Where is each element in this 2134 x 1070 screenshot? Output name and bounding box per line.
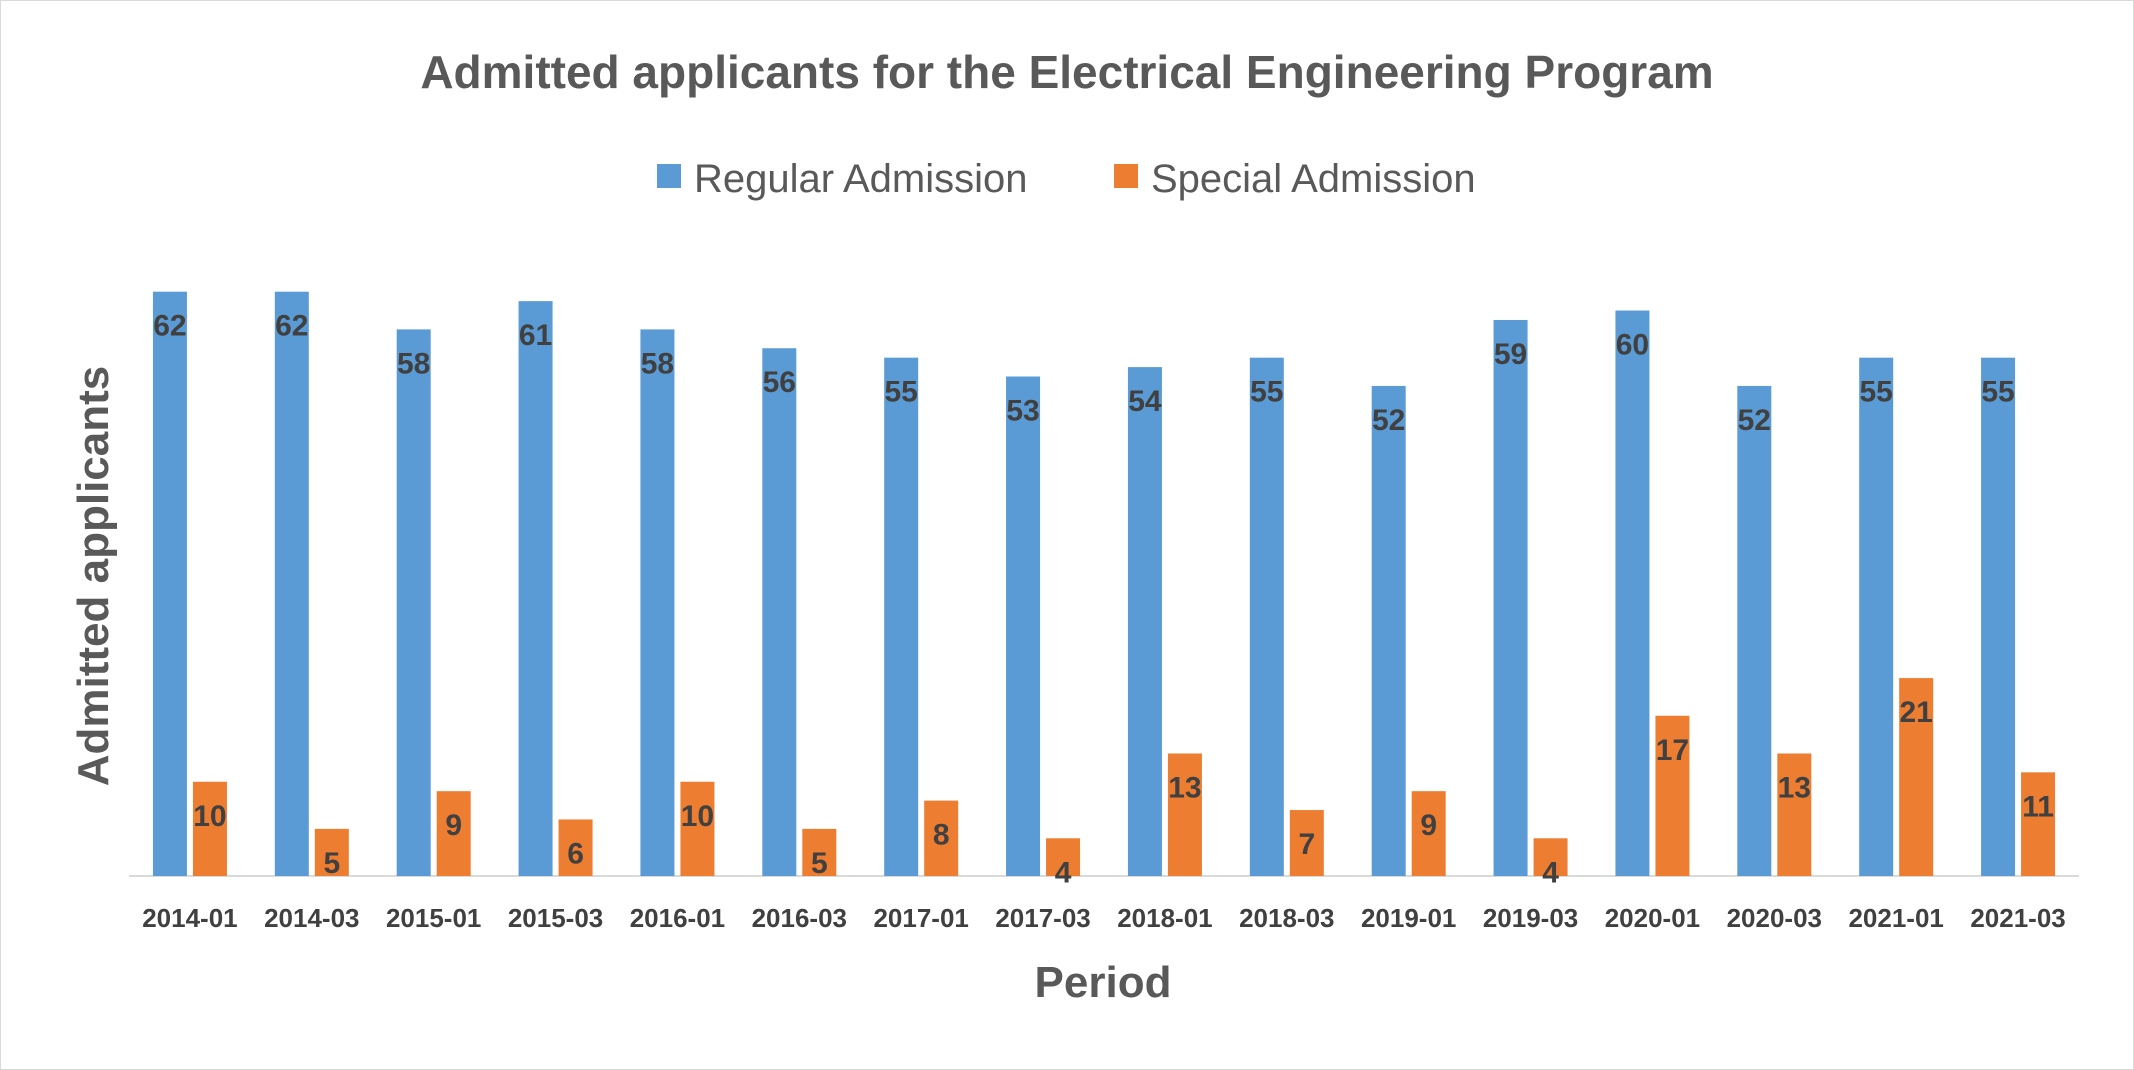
data-label-regular-admission-2019-03: 59 (1494, 338, 1527, 371)
x-tick-label-2018-03: 2018-03 (1239, 903, 1334, 933)
data-label-regular-admission-2020-03: 52 (1738, 404, 1771, 437)
data-label-special-admission-2016-03: 5 (811, 847, 828, 880)
bar-regular-admission-2014-03 (274, 291, 309, 876)
data-label-regular-admission-2016-01: 58 (641, 347, 674, 380)
bar-special-admission-2014-01 (192, 781, 227, 876)
data-label-special-admission-2019-01: 9 (1420, 809, 1437, 842)
bar-regular-admission-2016-03 (762, 348, 797, 876)
legend-swatch-regular-admission (657, 164, 681, 188)
bar-regular-admission-2021-03 (1981, 357, 2016, 877)
bar-special-admission-2021-01 (1899, 678, 1934, 876)
legend-label-special-admission: Special Admission (1151, 157, 1476, 201)
bar-special-admission-2019-03 (1533, 838, 1568, 876)
x-tick-label-2018-01: 2018-01 (1117, 903, 1212, 933)
x-axis-title: Period (1035, 958, 1172, 1007)
data-label-special-admission-2019-03: 4 (1542, 856, 1559, 889)
bar-regular-admission-2017-01 (884, 357, 919, 877)
legend-swatch-special-admission (1114, 164, 1138, 188)
data-label-special-admission-2014-01: 10 (193, 800, 226, 833)
data-label-regular-admission-2021-01: 55 (1860, 376, 1893, 409)
bar-special-admission-2020-03 (1777, 753, 1812, 876)
data-label-regular-admission-2019-01: 52 (1372, 404, 1405, 437)
data-labels-layer: 6210625589616581056555853454135575295946… (153, 310, 2054, 890)
data-label-special-admission-2018-01: 13 (1168, 771, 1201, 804)
data-label-regular-admission-2021-03: 55 (1981, 376, 2014, 409)
data-label-special-admission-2021-01: 21 (1900, 696, 1933, 729)
x-tick-label-2017-01: 2017-01 (873, 903, 968, 933)
data-label-regular-admission-2020-01: 60 (1616, 329, 1649, 362)
bar-special-admission-2020-01 (1655, 715, 1690, 876)
bar-regular-admission-2014-01 (152, 291, 187, 876)
bar-special-admission-2016-01 (680, 781, 715, 876)
bar-special-admission-2021-03 (2021, 772, 2056, 876)
bar-special-admission-2018-01 (1167, 753, 1202, 876)
bar-regular-admission-2019-01 (1371, 385, 1406, 876)
data-label-special-admission-2015-01: 9 (445, 809, 462, 842)
y-axis-title: Admitted applicants (69, 366, 118, 787)
data-label-regular-admission-2015-01: 58 (397, 347, 430, 380)
data-label-special-admission-2018-03: 7 (1298, 828, 1315, 861)
x-tick-label-2021-01: 2021-01 (1848, 903, 1943, 933)
bar-special-admission-2014-03 (314, 828, 349, 876)
bar-special-admission-2015-01 (436, 791, 471, 876)
bars-layer (152, 291, 2056, 877)
data-label-special-admission-2020-03: 13 (1778, 771, 1811, 804)
data-label-special-admission-2017-01: 8 (933, 819, 950, 852)
bar-regular-admission-2015-01 (396, 329, 431, 877)
data-label-special-admission-2021-03: 11 (2022, 790, 2054, 823)
x-tick-label-2020-01: 2020-01 (1605, 903, 1700, 933)
legend-label-regular-admission: Regular Admission (694, 157, 1028, 201)
data-label-regular-admission-2014-03: 62 (275, 310, 308, 343)
x-tick-label-2019-01: 2019-01 (1361, 903, 1456, 933)
data-label-regular-admission-2017-01: 55 (885, 376, 918, 409)
x-tick-label-2014-01: 2014-01 (142, 903, 237, 933)
chart-title: Admitted applicants for the Electrical E… (420, 46, 1713, 98)
bar-special-admission-2017-01 (924, 800, 959, 876)
data-label-regular-admission-2018-03: 55 (1250, 376, 1283, 409)
bar-regular-admission-2020-01 (1615, 310, 1650, 877)
data-label-regular-admission-2018-01: 54 (1128, 385, 1162, 418)
x-tick-label-2016-03: 2016-03 (752, 903, 847, 933)
x-tick-label-2016-01: 2016-01 (630, 903, 725, 933)
x-tick-label-2017-03: 2017-03 (995, 903, 1090, 933)
bar-regular-admission-2017-03 (1006, 376, 1041, 876)
data-label-special-admission-2015-03: 6 (567, 837, 584, 870)
bar-regular-admission-2020-03 (1737, 385, 1772, 876)
bar-regular-admission-2018-01 (1127, 367, 1162, 876)
bar-regular-admission-2015-03 (518, 301, 553, 876)
x-tick-label-2021-03: 2021-03 (1970, 903, 2065, 933)
data-label-special-admission-2016-01: 10 (681, 800, 714, 833)
data-label-regular-admission-2015-03: 61 (519, 319, 552, 352)
bar-special-admission-2016-03 (802, 828, 837, 876)
data-label-regular-admission-2017-03: 53 (1006, 395, 1039, 428)
bar-special-admission-2015-03 (558, 819, 593, 876)
legend: Regular Admission Special Admission (657, 157, 1476, 201)
data-label-regular-admission-2016-03: 56 (763, 366, 796, 399)
bar-special-admission-2019-01 (1411, 791, 1446, 876)
bar-regular-admission-2019-03 (1493, 319, 1528, 876)
x-tick-labels: 2014-01 2014-03 2015-01 2015-03 2016-01 2016-… (142, 903, 2066, 933)
bar-regular-admission-2018-03 (1249, 357, 1284, 877)
data-label-regular-admission-2014-01: 62 (153, 310, 186, 343)
x-tick-label-2019-03: 2019-03 (1483, 903, 1578, 933)
bar-special-admission-2017-03 (1046, 838, 1081, 876)
x-tick-label-2015-01: 2015-01 (386, 903, 481, 933)
bar-regular-admission-2021-01 (1859, 357, 1894, 877)
data-label-special-admission-2014-03: 5 (323, 847, 340, 880)
x-tick-label-2020-03: 2020-03 (1727, 903, 1822, 933)
bar-special-admission-2018-03 (1289, 810, 1324, 876)
x-tick-label-2015-03: 2015-03 (508, 903, 603, 933)
data-label-special-admission-2020-01: 17 (1656, 734, 1689, 767)
data-label-special-admission-2017-03: 4 (1055, 856, 1072, 889)
bar-regular-admission-2016-01 (640, 329, 675, 877)
x-tick-label-2014-03: 2014-03 (264, 903, 359, 933)
